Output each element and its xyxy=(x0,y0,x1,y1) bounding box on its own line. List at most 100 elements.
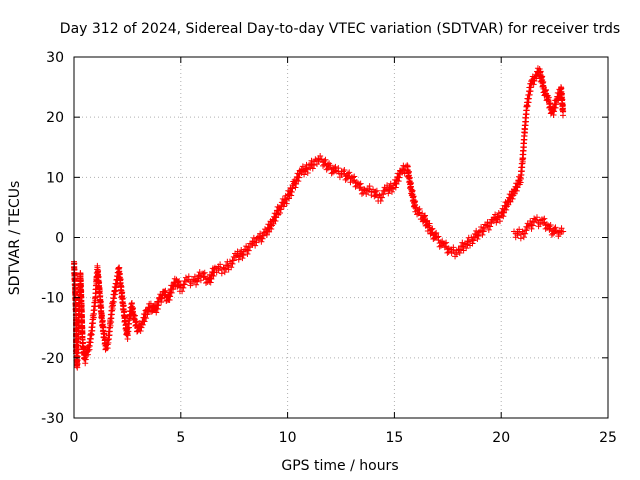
data-point xyxy=(453,251,460,258)
data-point xyxy=(347,179,354,186)
data-point xyxy=(224,262,231,269)
data-point xyxy=(203,279,210,286)
y-tick-label: 0 xyxy=(55,231,64,247)
data-point xyxy=(416,209,423,216)
data-point xyxy=(249,241,256,248)
data-point xyxy=(338,171,345,178)
data-point xyxy=(182,278,189,285)
data-point xyxy=(553,101,560,108)
data-point xyxy=(396,174,403,181)
data-point xyxy=(465,238,472,245)
data-point xyxy=(141,318,148,325)
data-point xyxy=(493,219,500,226)
data-point xyxy=(139,321,146,328)
data-point xyxy=(245,247,252,254)
data-point xyxy=(243,246,250,253)
data-point xyxy=(197,277,204,284)
data-point xyxy=(137,327,144,334)
data-point xyxy=(180,284,187,291)
data-point xyxy=(194,278,201,285)
data-point xyxy=(82,360,89,367)
data-point xyxy=(301,171,308,178)
data-point xyxy=(522,230,529,237)
data-point xyxy=(138,324,145,331)
data-point xyxy=(385,190,392,197)
data-point xyxy=(392,184,399,191)
data-point xyxy=(252,242,259,249)
data-point xyxy=(288,189,295,196)
data-point xyxy=(307,164,314,171)
x-axis-label: GPS time / hours xyxy=(281,458,398,474)
data-point xyxy=(458,246,465,253)
data-point xyxy=(311,162,318,169)
data-point xyxy=(474,235,481,242)
data-point xyxy=(289,185,296,192)
data-point xyxy=(292,184,299,191)
data-point xyxy=(239,255,246,262)
data-point xyxy=(280,203,287,210)
data-point xyxy=(469,240,476,247)
data-point xyxy=(379,194,386,201)
data-point xyxy=(542,225,549,232)
data-point xyxy=(459,243,466,250)
data-point xyxy=(166,297,173,304)
data-point xyxy=(317,156,324,163)
data-point xyxy=(104,345,111,352)
axis-ticks: 0 5 10 15 20 25 -30 -20 -10 0 10 20 30 xyxy=(41,50,617,446)
x-tick-label: 0 xyxy=(70,430,79,446)
data-point xyxy=(259,235,266,242)
data-point xyxy=(295,174,302,181)
data-point xyxy=(390,185,397,192)
data-point xyxy=(464,241,471,248)
data-point xyxy=(523,227,530,234)
data-point xyxy=(309,165,316,172)
data-point xyxy=(529,222,536,229)
data-point xyxy=(210,273,217,280)
data-point xyxy=(283,200,290,207)
y-tick-label: 10 xyxy=(46,170,64,186)
data-point xyxy=(509,195,516,202)
data-point xyxy=(189,280,196,287)
data-point xyxy=(470,237,477,244)
y-tick-label: -30 xyxy=(41,411,64,427)
data-point xyxy=(85,347,92,354)
data-point xyxy=(90,320,97,327)
data-point xyxy=(388,188,395,195)
data-point xyxy=(496,218,503,225)
data-point xyxy=(527,221,534,228)
y-tick-label: 30 xyxy=(46,50,64,66)
y-tick-label: -20 xyxy=(41,351,64,367)
x-tick-label: 10 xyxy=(279,430,297,446)
x-tick-label: 5 xyxy=(176,430,185,446)
data-point xyxy=(530,81,537,88)
data-point xyxy=(277,206,284,213)
y-tick-label: -10 xyxy=(41,291,64,307)
data-point xyxy=(153,309,160,316)
data-point xyxy=(288,192,295,199)
data-point xyxy=(196,272,203,279)
grid xyxy=(74,57,608,418)
data-point xyxy=(260,232,267,239)
data-point xyxy=(144,311,151,318)
data-point xyxy=(229,260,236,267)
data-point xyxy=(295,178,302,185)
data-point xyxy=(277,209,284,216)
data-point xyxy=(400,166,407,173)
data-point xyxy=(528,225,535,232)
x-tick-label: 15 xyxy=(385,430,403,446)
data-point xyxy=(432,234,439,241)
data-point xyxy=(179,288,186,295)
data-point xyxy=(550,112,557,119)
data-point xyxy=(395,178,402,185)
data-point xyxy=(373,191,380,198)
data-point xyxy=(250,238,257,245)
x-tick-label: 20 xyxy=(492,430,510,446)
data-point xyxy=(560,112,567,119)
data-point xyxy=(92,303,99,310)
chart-title: Day 312 of 2024, Sidereal Day-to-day VTE… xyxy=(60,21,620,37)
data-point xyxy=(558,228,565,235)
x-tick-label: 25 xyxy=(599,430,617,446)
data-point xyxy=(485,226,492,233)
data-point xyxy=(487,223,494,230)
